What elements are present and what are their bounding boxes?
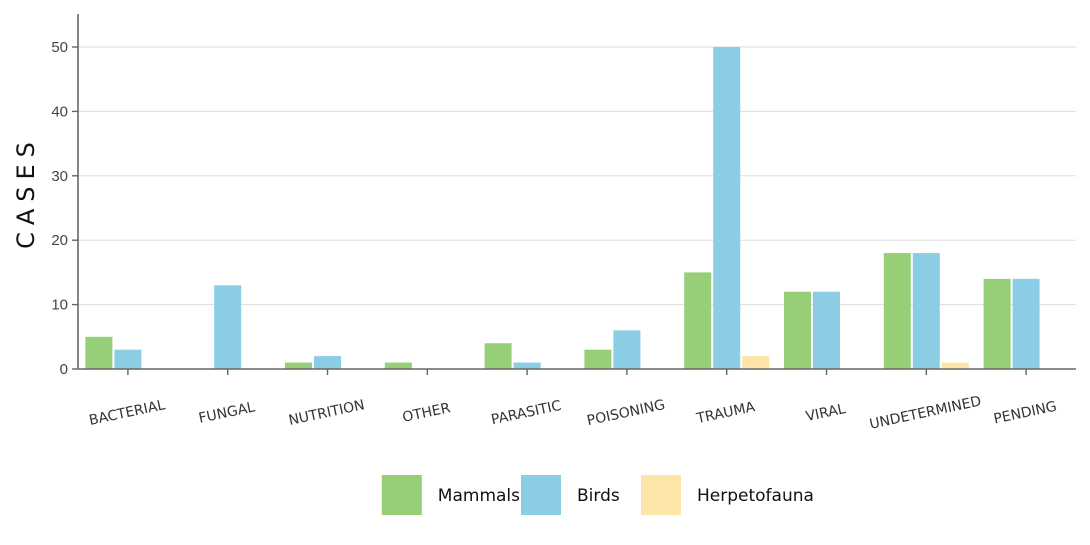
legend-label-birds: Birds xyxy=(577,486,620,506)
bars xyxy=(85,47,1040,369)
legend-swatch-herpetofauna xyxy=(641,475,681,515)
bar-mammals-nutrition xyxy=(285,362,312,369)
bar-mammals-other xyxy=(384,362,412,369)
bar-birds-parasitic xyxy=(513,362,541,369)
bar-birds-undetermined xyxy=(912,253,940,369)
x-tick-label: TRAUMA xyxy=(694,399,757,427)
x-tick-label: VIRAL xyxy=(804,401,847,425)
x-ticks: BACTERIAL FUNGAL NUTRITION OTHER PARASITIC PO… xyxy=(88,369,1058,433)
legend-label-herpetofauna: Herpetofauna xyxy=(697,486,814,506)
bar-birds-fungal xyxy=(214,285,242,369)
legend-label-mammals: Mammals xyxy=(438,486,520,506)
bar-birds-viral xyxy=(813,291,840,369)
y-tick-label: 30 xyxy=(51,168,68,185)
x-tick-label: POISONING xyxy=(586,397,667,429)
bar-birds-bacterial xyxy=(114,349,142,369)
legend: Mammals Birds Herpetofauna xyxy=(381,475,814,515)
x-tick-label: BACTERIAL xyxy=(88,397,167,429)
x-tick-label: PENDING xyxy=(992,399,1058,428)
y-axis-title: CASES xyxy=(12,135,40,249)
x-tick-label: FUNGAL xyxy=(197,399,256,427)
bar-mammals-viral xyxy=(784,291,811,369)
bar-mammals-pending xyxy=(983,278,1011,369)
legend-swatch-birds xyxy=(521,475,561,515)
x-tick-label: PARASITIC xyxy=(490,398,563,429)
bar-birds-poisoning xyxy=(613,330,641,369)
bar-mammals-undetermined xyxy=(883,253,911,369)
x-tick-label: OTHER xyxy=(401,400,452,426)
y-tick-label: 50 xyxy=(51,39,68,56)
y-tick-label: 10 xyxy=(51,297,68,314)
axes xyxy=(77,14,1076,370)
y-tick-label: 40 xyxy=(51,103,68,120)
bar-herpetofauna-undetermined xyxy=(941,362,969,369)
y-tick-label: 20 xyxy=(51,232,68,249)
x-tick-label: UNDETERMINED xyxy=(868,393,983,432)
bar-mammals-parasitic xyxy=(484,343,512,369)
legend-swatch-mammals xyxy=(381,475,422,515)
bar-birds-pending xyxy=(1012,278,1040,369)
bar-birds-trauma xyxy=(713,47,741,369)
bar-mammals-poisoning xyxy=(584,349,612,369)
bar-herpetofauna-trauma xyxy=(742,356,770,369)
x-tick-label: NUTRITION xyxy=(287,397,366,429)
y-ticks: 0 10 20 30 40 50 xyxy=(51,39,78,378)
bar-mammals-bacterial xyxy=(85,336,113,369)
bar-birds-nutrition xyxy=(314,356,341,369)
bar-mammals-trauma xyxy=(684,272,712,369)
y-tick-label: 0 xyxy=(60,361,68,378)
